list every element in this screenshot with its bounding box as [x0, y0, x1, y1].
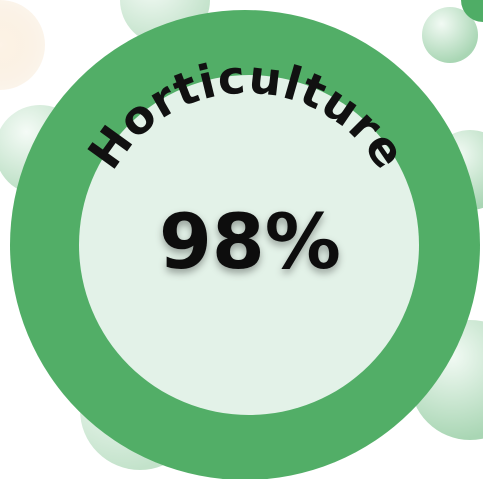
inner-disc [79, 75, 419, 415]
badge-value: 98% [159, 197, 341, 286]
